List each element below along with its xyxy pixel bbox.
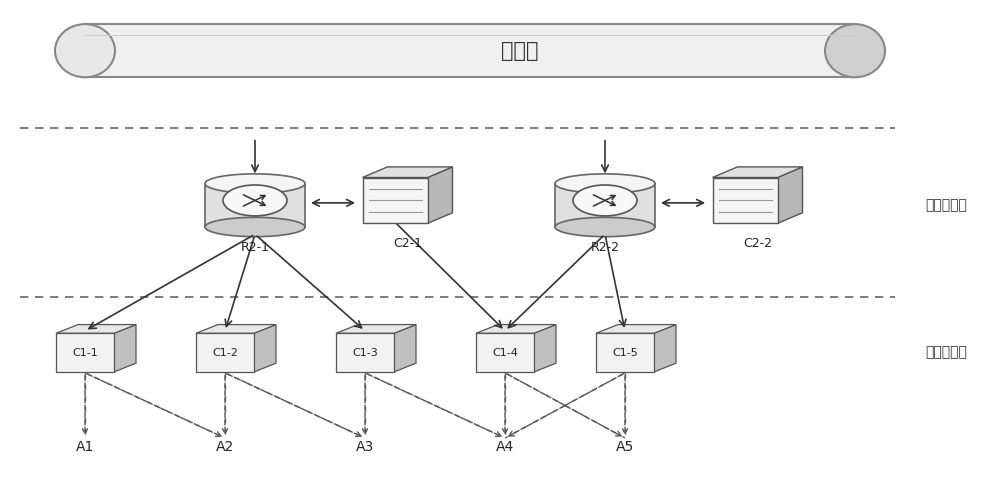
Bar <box>712 177 778 223</box>
Bar <box>85 24 855 77</box>
Bar <box>56 333 114 372</box>
Polygon shape <box>596 325 676 333</box>
Text: A5: A5 <box>616 440 634 454</box>
Polygon shape <box>428 167 452 223</box>
Polygon shape <box>196 325 276 333</box>
Bar <box>363 177 428 223</box>
Polygon shape <box>114 325 136 372</box>
Polygon shape <box>778 167 802 223</box>
Text: C2-1: C2-1 <box>393 237 422 250</box>
Text: 二级节点层: 二级节点层 <box>925 199 967 212</box>
Circle shape <box>573 185 637 216</box>
Ellipse shape <box>205 174 305 193</box>
Ellipse shape <box>555 174 655 193</box>
Text: A1: A1 <box>76 440 94 454</box>
Polygon shape <box>394 325 416 372</box>
Text: R2-2: R2-2 <box>590 241 620 254</box>
Text: R2-1: R2-1 <box>240 241 270 254</box>
Ellipse shape <box>205 217 305 237</box>
Polygon shape <box>363 167 452 177</box>
Text: A3: A3 <box>356 440 374 454</box>
Polygon shape <box>56 325 136 333</box>
Ellipse shape <box>825 24 885 77</box>
Bar <box>555 184 655 227</box>
Polygon shape <box>712 167 802 177</box>
Text: C1-5: C1-5 <box>612 348 638 357</box>
Text: A2: A2 <box>216 440 234 454</box>
Bar <box>336 333 394 372</box>
Circle shape <box>223 185 287 216</box>
Ellipse shape <box>555 217 655 237</box>
Bar <box>476 333 534 372</box>
Polygon shape <box>336 325 416 333</box>
Text: C1-3: C1-3 <box>352 348 378 357</box>
Text: 骨干网: 骨干网 <box>501 41 539 61</box>
Polygon shape <box>654 325 676 372</box>
Ellipse shape <box>55 24 115 77</box>
Polygon shape <box>476 325 556 333</box>
Bar <box>596 333 654 372</box>
Bar <box>196 333 254 372</box>
Bar <box>205 184 305 227</box>
Text: A4: A4 <box>496 440 514 454</box>
Polygon shape <box>534 325 556 372</box>
Text: C1-4: C1-4 <box>492 348 518 357</box>
Text: C1-2: C1-2 <box>212 348 238 357</box>
Text: 边缘节点层: 边缘节点层 <box>925 346 967 359</box>
Polygon shape <box>254 325 276 372</box>
Text: C2-2: C2-2 <box>743 237 772 250</box>
Text: C1-1: C1-1 <box>72 348 98 357</box>
